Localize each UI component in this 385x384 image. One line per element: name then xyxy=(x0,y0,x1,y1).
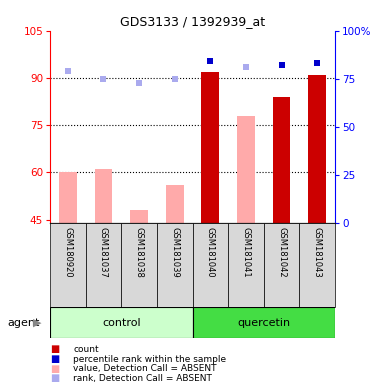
Text: GSM181039: GSM181039 xyxy=(170,227,179,278)
Bar xyxy=(273,97,290,223)
Text: control: control xyxy=(102,318,141,328)
Text: percentile rank within the sample: percentile rank within the sample xyxy=(73,354,226,364)
Text: ■: ■ xyxy=(50,354,59,364)
Bar xyxy=(308,75,326,223)
Text: agent: agent xyxy=(8,318,40,328)
Bar xyxy=(157,223,192,307)
Bar xyxy=(237,116,255,223)
Text: ■: ■ xyxy=(50,344,59,354)
Bar xyxy=(228,223,264,307)
Bar xyxy=(300,223,335,307)
Bar xyxy=(192,223,228,307)
Bar xyxy=(264,223,300,307)
Text: value, Detection Call = ABSENT: value, Detection Call = ABSENT xyxy=(73,364,217,373)
Bar xyxy=(85,223,121,307)
Bar xyxy=(166,185,184,223)
Bar xyxy=(59,172,77,223)
Bar xyxy=(50,307,192,338)
Text: GSM181037: GSM181037 xyxy=(99,227,108,278)
Text: GSM181042: GSM181042 xyxy=(277,227,286,278)
Text: GSM181038: GSM181038 xyxy=(135,227,144,278)
Text: GSM180920: GSM180920 xyxy=(64,227,72,278)
Bar xyxy=(121,223,157,307)
Text: ■: ■ xyxy=(50,364,59,374)
Bar xyxy=(201,72,219,223)
Text: ▶: ▶ xyxy=(33,318,41,328)
Text: GSM181040: GSM181040 xyxy=(206,227,215,278)
Text: GSM181043: GSM181043 xyxy=(313,227,321,278)
Text: quercetin: quercetin xyxy=(237,318,290,328)
Text: ■: ■ xyxy=(50,373,59,383)
Text: GSM181041: GSM181041 xyxy=(241,227,250,278)
Text: rank, Detection Call = ABSENT: rank, Detection Call = ABSENT xyxy=(73,374,212,383)
Bar xyxy=(95,169,112,223)
Text: count: count xyxy=(73,345,99,354)
Bar xyxy=(50,223,85,307)
Title: GDS3133 / 1392939_at: GDS3133 / 1392939_at xyxy=(120,15,265,28)
Bar xyxy=(192,307,335,338)
Bar xyxy=(130,210,148,223)
